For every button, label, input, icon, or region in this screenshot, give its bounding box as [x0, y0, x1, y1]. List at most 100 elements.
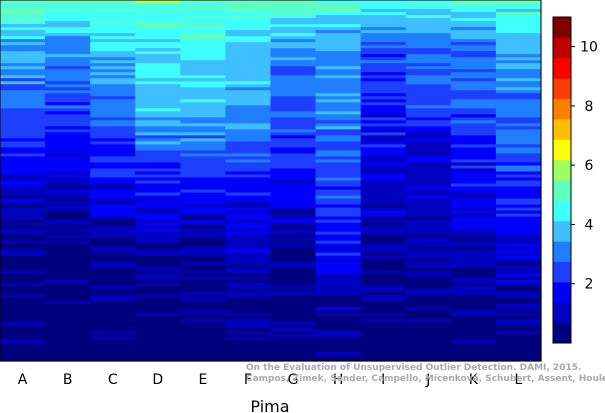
heatmap-cell — [135, 120, 181, 124]
heatmap-cell — [225, 207, 272, 212]
heatmap-cell — [0, 24, 46, 28]
heatmap-cell — [0, 105, 46, 109]
heatmap-cell — [0, 192, 46, 197]
heatmap-cell — [0, 99, 46, 103]
heatmap-cell — [360, 66, 407, 70]
heatmap-cell — [180, 279, 227, 284]
heatmap-cell — [495, 261, 542, 266]
heatmap-cell — [495, 78, 542, 82]
heatmap-cell — [135, 90, 181, 94]
heatmap-cell — [405, 264, 452, 269]
heatmap-cell — [45, 348, 91, 353]
heatmap-cell — [450, 216, 497, 221]
heatmap-cell — [405, 153, 452, 158]
heatmap-cell — [270, 201, 317, 206]
heatmap-cell — [270, 72, 317, 76]
heatmap-cell — [270, 342, 317, 347]
heatmap-cell — [225, 21, 272, 25]
heatmap-cell — [495, 201, 542, 206]
heatmap-cell — [450, 273, 497, 278]
heatmap-cell — [90, 117, 136, 121]
heatmap-cell — [405, 231, 452, 236]
heatmap-cell — [315, 48, 362, 52]
heatmap-cell — [225, 48, 272, 52]
heatmap-cell — [90, 225, 136, 230]
heatmap-cell — [90, 186, 136, 191]
heatmap-cell — [450, 333, 497, 338]
heatmap-cell — [360, 39, 407, 43]
heatmap-cell — [135, 312, 181, 317]
heatmap-cell — [270, 78, 317, 82]
heatmap-cell — [270, 102, 317, 106]
heatmap-cell — [180, 129, 227, 133]
heatmap-cell — [360, 345, 407, 350]
heatmap-cell — [225, 138, 272, 142]
heatmap-cell — [0, 6, 46, 10]
heatmap-cell — [315, 45, 362, 49]
heatmap-cell — [315, 75, 362, 79]
heatmap-cell — [90, 120, 136, 124]
heatmap-cell — [180, 108, 227, 112]
heatmap-cell — [180, 204, 227, 209]
heatmap-cell — [450, 0, 497, 4]
heatmap-cell — [270, 261, 317, 266]
heatmap-cell — [315, 351, 362, 356]
heatmap-cell — [495, 21, 542, 25]
heatmap-cell — [360, 96, 407, 100]
heatmap-cell — [0, 141, 46, 145]
heatmap-cell — [135, 204, 181, 209]
heatmap-cell — [180, 132, 227, 136]
heatmap-cell — [405, 159, 452, 164]
heatmap-cell — [450, 21, 497, 25]
heatmap-cell — [225, 243, 272, 248]
heatmap-cell — [405, 39, 452, 43]
heatmap-cell — [135, 99, 181, 103]
heatmap-cell — [45, 252, 91, 257]
heatmap-cell — [450, 3, 497, 7]
heatmap-cell — [90, 15, 136, 19]
heatmap-cell — [270, 87, 317, 91]
heatmap-cell — [270, 126, 317, 130]
heatmap-cell — [360, 303, 407, 308]
heatmap-cell — [405, 306, 452, 311]
heatmap-cell — [0, 321, 46, 326]
heatmap-cell — [180, 138, 227, 142]
heatmap-cell — [0, 183, 46, 188]
heatmap-cell — [225, 111, 272, 115]
heatmap-cell — [180, 87, 227, 91]
heatmap-cell — [315, 276, 362, 281]
heatmap-cell — [225, 279, 272, 284]
heatmap-cell — [450, 96, 497, 100]
heatmap-cell — [360, 330, 407, 335]
heatmap-cell — [225, 294, 272, 299]
heatmap-cell — [45, 270, 91, 275]
heatmap-cell — [135, 36, 181, 40]
heatmap-cell — [0, 168, 46, 173]
heatmap-cell — [45, 297, 91, 302]
heatmap-cell — [270, 216, 317, 221]
heatmap-cell — [270, 141, 317, 145]
heatmap-cell — [90, 270, 136, 275]
heatmap-cell — [450, 261, 497, 266]
heatmap-cell — [45, 93, 91, 97]
heatmap-cell — [270, 144, 317, 149]
heatmap-cell — [405, 234, 452, 239]
heatmap-cell — [360, 267, 407, 272]
heatmap-cell — [360, 63, 407, 67]
heatmap-cell — [225, 183, 272, 188]
heatmap-cell — [405, 33, 452, 37]
heatmap-cell — [315, 333, 362, 338]
heatmap-cell — [450, 249, 497, 254]
heatmap-cell — [450, 15, 497, 19]
heatmap-cell — [90, 3, 136, 7]
heatmap-cell — [360, 171, 407, 176]
heatmap-cell — [450, 297, 497, 302]
heatmap-cell — [450, 162, 497, 167]
heatmap-cell — [405, 240, 452, 245]
heatmap-cell — [495, 123, 542, 127]
heatmap-cell — [135, 291, 181, 296]
heatmap-cell — [495, 267, 542, 272]
heatmap-cell — [135, 252, 181, 257]
heatmap-cell — [405, 198, 452, 203]
